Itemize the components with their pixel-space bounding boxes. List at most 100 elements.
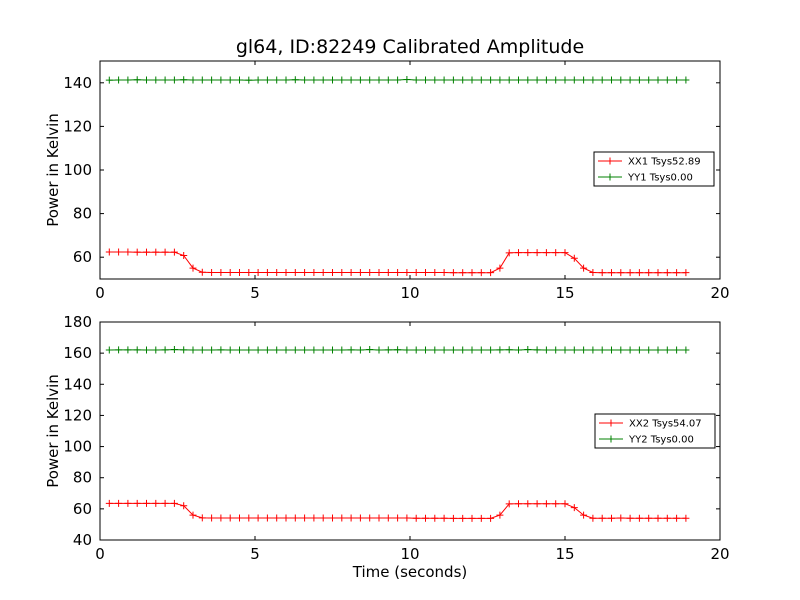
data-point — [626, 269, 634, 277]
data-point — [645, 269, 653, 277]
data-point — [626, 346, 634, 354]
data-point — [301, 76, 309, 84]
data-point — [310, 76, 318, 84]
y-tick-label: 100 — [63, 438, 92, 456]
data-point — [236, 268, 243, 276]
data-point — [226, 514, 234, 522]
data-point — [236, 76, 243, 84]
data-point — [645, 514, 653, 522]
data-point — [347, 268, 355, 276]
data-point — [626, 76, 634, 84]
data-point — [217, 76, 225, 84]
data-point — [515, 76, 522, 84]
data-point — [635, 269, 643, 277]
data-point — [515, 249, 522, 257]
data-point — [449, 76, 457, 84]
y-axis-label: Power in Kelvin — [44, 374, 62, 488]
data-point — [524, 249, 532, 257]
data-point — [356, 76, 364, 84]
data-point — [310, 346, 318, 354]
bottom-panel: 0 5 10 15 20 40 60 80 100 120 140 160 180 Power in Ke… — [44, 313, 730, 563]
data-point — [356, 346, 364, 354]
data-point — [431, 76, 439, 84]
data-point — [124, 248, 132, 256]
data-point — [152, 346, 160, 354]
y-tick-label: 80 — [73, 205, 92, 223]
data-point — [431, 514, 439, 522]
data-point — [273, 268, 281, 276]
data-point — [152, 499, 160, 507]
data-point — [570, 254, 578, 262]
data-point — [208, 76, 216, 84]
data-point — [487, 346, 495, 354]
data-point — [608, 514, 615, 522]
data-point — [152, 248, 160, 256]
data-point — [366, 268, 374, 276]
y-tick-label: 60 — [73, 248, 92, 266]
data-point — [440, 268, 448, 276]
data-point — [394, 268, 402, 276]
data-point — [105, 76, 113, 84]
data-point — [570, 346, 578, 354]
legend-label: XX1 Tsys52.89 — [628, 157, 701, 168]
x-tick-label: 15 — [555, 545, 574, 563]
x-tick-label: 20 — [710, 284, 729, 302]
data-point — [682, 269, 690, 277]
data-point — [468, 514, 476, 522]
data-point — [384, 346, 392, 354]
data-point — [617, 269, 625, 277]
data-point — [124, 346, 132, 354]
x-tick-label: 15 — [555, 284, 574, 302]
data-point — [459, 76, 467, 84]
data-point — [198, 346, 206, 354]
data-point — [561, 500, 569, 508]
data-point — [254, 76, 262, 84]
y-tick-label: 160 — [63, 344, 92, 362]
data-point — [468, 346, 476, 354]
data-point — [533, 346, 541, 354]
data-point — [440, 514, 448, 522]
data-point — [561, 346, 569, 354]
data-point — [263, 76, 271, 84]
data-point — [394, 76, 402, 84]
data-point — [161, 248, 169, 256]
data-point — [635, 514, 643, 522]
data-point — [645, 346, 653, 354]
data-point — [468, 76, 476, 84]
y-tick-label: 80 — [73, 469, 92, 487]
data-point — [505, 249, 513, 257]
data-point — [124, 76, 132, 84]
data-point — [654, 346, 662, 354]
data-point — [170, 346, 178, 354]
data-point — [422, 268, 429, 276]
data-point — [589, 268, 597, 276]
data-point — [449, 346, 457, 354]
legend-marker — [607, 419, 615, 427]
data-point — [254, 514, 262, 522]
data-point — [366, 514, 374, 522]
data-point — [412, 346, 420, 354]
data-point — [505, 76, 513, 84]
data-point — [152, 76, 160, 84]
data-point — [403, 268, 411, 276]
data-point — [552, 76, 560, 84]
data-point — [422, 346, 429, 354]
data-point — [291, 514, 299, 522]
y-tick-label: 140 — [63, 74, 92, 92]
data-point — [580, 264, 588, 272]
data-point — [673, 76, 681, 84]
data-point — [589, 514, 597, 522]
data-point — [217, 268, 225, 276]
data-point — [143, 248, 150, 256]
data-point — [477, 76, 485, 84]
data-point — [161, 76, 169, 84]
data-point — [161, 499, 169, 507]
legend-marker — [607, 435, 615, 443]
data-point — [524, 346, 532, 354]
data-point — [170, 248, 178, 256]
data-point — [654, 514, 662, 522]
legend-label: XX2 Tsys54.07 — [629, 419, 702, 430]
data-point — [403, 346, 411, 354]
data-point — [198, 268, 206, 276]
data-point — [533, 76, 541, 84]
